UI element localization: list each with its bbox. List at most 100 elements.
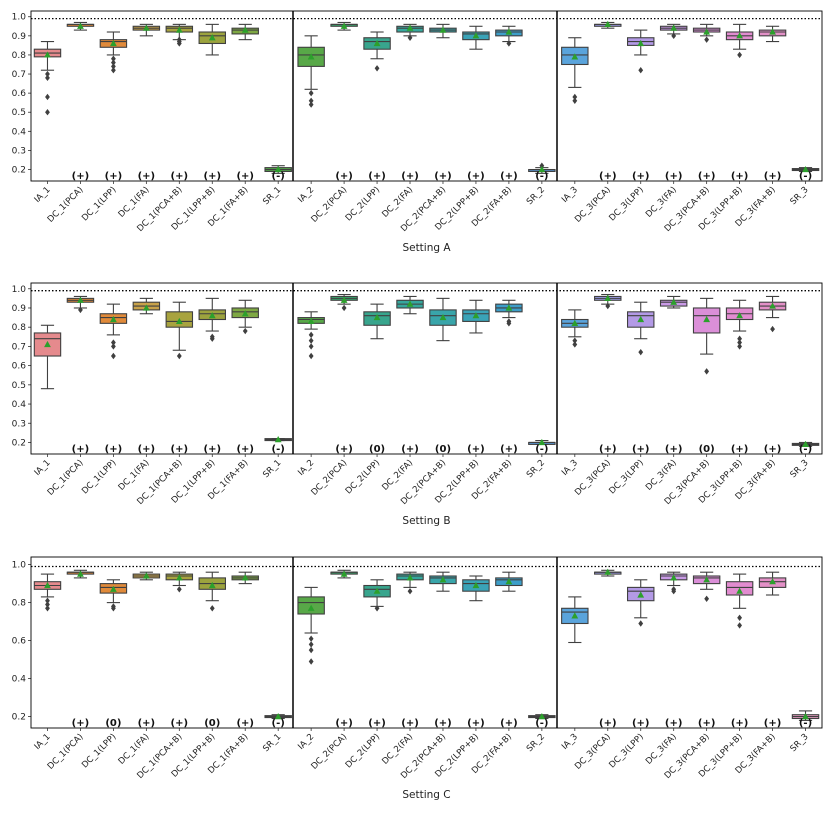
mean-marker — [109, 315, 117, 323]
x-tick-label: IA_2 — [296, 185, 316, 205]
outlier-marker — [45, 597, 50, 604]
box-SR_1 — [264, 713, 292, 720]
mean-marker — [77, 296, 84, 303]
y-tick-label: 0.2 — [12, 713, 26, 723]
box-SR_3 — [791, 440, 820, 447]
mean-marker — [373, 313, 381, 321]
x-tick-label: DC_3(PCA) — [573, 732, 613, 772]
significance-label: (+) — [368, 718, 386, 729]
panel-setting-a: 0.2 0.3 0.4 0.5 0.6 0.7 0.8 0.9 1.0 (+) (+) (+) (+) (… — [12, 10, 823, 254]
box-DC_1(PCA) — [66, 569, 95, 579]
x-tick-label: DC_1(FA) — [117, 185, 152, 220]
box-DC_2(LPP) — [363, 303, 391, 340]
y-tick-label: 0.8 — [12, 599, 27, 609]
mean-marker — [44, 340, 51, 348]
outlier-marker — [506, 318, 512, 325]
outlier-marker — [737, 343, 743, 350]
x-tick-label: IA_3 — [560, 732, 580, 752]
box-DC_1(PCA) — [66, 21, 95, 31]
mean-marker — [472, 32, 480, 39]
box-DC_2(LPP+B) — [462, 25, 490, 50]
box-SR_2 — [528, 162, 556, 174]
outlier-marker — [770, 325, 775, 333]
mean-marker — [637, 39, 645, 47]
box-IA_3 — [561, 596, 589, 644]
box-DC_3(FA) — [659, 23, 688, 40]
mean-marker — [736, 587, 744, 594]
outlier-marker — [110, 343, 116, 350]
outlier-marker — [308, 641, 314, 648]
outlier-marker — [341, 304, 347, 312]
y-tick-label: 0.6 — [12, 362, 27, 372]
x-tick-label: DC_1(PCA) — [46, 732, 86, 772]
mean-marker — [736, 312, 744, 319]
mean-marker — [241, 574, 249, 581]
outlier-marker — [572, 341, 578, 348]
x-tick-label: DC_1(LPP) — [80, 458, 118, 496]
y-tick-label: 0.8 — [12, 323, 27, 333]
outlier-marker — [176, 352, 182, 360]
mean-marker — [703, 28, 711, 35]
significance-label: (+) — [72, 444, 90, 455]
x-tick-label: DC_2(LPP) — [344, 732, 382, 770]
x-tick-label: IA_3 — [560, 458, 580, 478]
box-SR_3 — [791, 710, 820, 721]
mean-marker — [373, 587, 381, 594]
box-DC_2(PCA) — [330, 21, 358, 31]
box-DC_3(FA+B) — [758, 25, 787, 43]
box-DC_1(FA+B) — [231, 23, 259, 41]
mean-marker — [241, 310, 249, 317]
significance-label: (+) — [467, 718, 485, 729]
significance-label: (+) — [236, 718, 254, 729]
mean-marker — [802, 165, 809, 173]
significance-label: (+) — [500, 718, 518, 729]
significance-label: (+) — [434, 171, 452, 182]
mean-marker — [703, 576, 711, 583]
box-DC_2(LPP+B) — [462, 575, 490, 602]
box-DC_2(FA+B) — [495, 299, 523, 327]
mean-marker — [637, 591, 645, 598]
x-tick-label: DC_2(LPP) — [344, 458, 382, 496]
mean-marker — [538, 713, 546, 720]
box-IA_1 — [33, 573, 62, 612]
box-DC_1(LPP) — [99, 303, 128, 360]
mean-marker — [406, 24, 414, 31]
outlier-marker — [110, 603, 116, 610]
significance-label: (-) — [272, 171, 285, 182]
outlier-marker — [209, 605, 215, 612]
box-SR_2 — [528, 438, 556, 446]
x-tick-label: SR_2 — [525, 732, 547, 754]
box-DC_1(FA) — [132, 23, 161, 37]
outlier-marker — [110, 67, 116, 74]
significance-label: (+) — [599, 718, 617, 729]
mean-marker — [44, 51, 51, 58]
mean-marker — [571, 319, 579, 326]
box-DC_3(FA+B) — [758, 571, 787, 596]
outlier-marker — [407, 588, 413, 595]
mean-marker — [142, 572, 150, 579]
box-DC_3(LPP+B) — [725, 573, 754, 629]
plot-frame — [30, 282, 823, 455]
significance-label: (+) — [698, 718, 716, 729]
significance-label: (+) — [72, 171, 90, 182]
box-IA_2 — [297, 35, 325, 108]
y-tick-label: 0.7 — [12, 342, 26, 352]
box-SR_1 — [264, 165, 292, 174]
x-tick-label: DC_1(FA) — [117, 458, 152, 493]
mean-marker — [571, 53, 579, 60]
mean-marker — [670, 574, 678, 581]
box-DC_3(PCA+B) — [692, 23, 721, 43]
box-DC_1(LPP+B) — [198, 23, 227, 56]
significance-label: (-) — [535, 444, 548, 455]
box-DC_3(LPP) — [626, 29, 655, 74]
x-tick-label: SR_1 — [261, 458, 283, 480]
mean-marker — [571, 612, 579, 619]
significance-label: (+) — [138, 444, 156, 455]
significance-label: (+) — [599, 171, 617, 182]
significance-label: (+) — [599, 444, 617, 455]
significance-label: (+) — [236, 171, 254, 182]
mean-marker — [241, 26, 249, 33]
box-DC_1(LPP) — [99, 579, 128, 612]
x-tick-label: DC_3(PCA) — [573, 185, 613, 225]
